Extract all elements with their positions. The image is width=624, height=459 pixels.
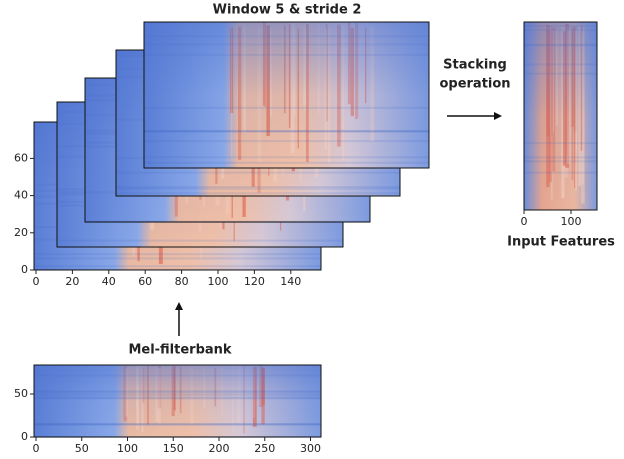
spectrograms (34, 22, 597, 438)
spectrogram-shade (524, 22, 597, 210)
y-tick-label: 40 (14, 189, 28, 202)
stacking-label: Stacking (443, 58, 507, 73)
y-tick-label: 0 (21, 430, 28, 443)
x-tick-label: 100 (117, 442, 138, 455)
y-tick-label: 50 (14, 387, 28, 400)
x-tick-label: 250 (254, 442, 275, 455)
spectrogram (34, 365, 321, 438)
spectrogram-shade (144, 22, 429, 168)
x-tick-label: 100 (208, 275, 229, 288)
spectrogram (144, 22, 429, 168)
stacking-label: operation (439, 77, 510, 92)
x-tick-label: 200 (209, 442, 230, 455)
x-tick-label: 150 (163, 442, 184, 455)
arrow-head (494, 112, 502, 120)
x-tick-label: 0 (521, 215, 528, 228)
x-tick-label: 300 (300, 442, 321, 455)
x-tick-label: 60 (138, 275, 152, 288)
input-features-label: Input Features (507, 235, 615, 250)
x-tick-label: 40 (102, 275, 116, 288)
y-tick-label: 60 (14, 151, 28, 164)
stack-title: Window 5 & stride 2 (213, 3, 362, 18)
figure: Window 5 & stride 2 Stacking operation I… (0, 0, 624, 459)
x-tick-label: 80 (175, 275, 189, 288)
x-tick-label: 0 (33, 442, 40, 455)
x-tick-label: 120 (244, 275, 265, 288)
y-tick-label: 20 (14, 226, 28, 239)
spectrogram (524, 22, 597, 210)
mel-filterbank-label: Mel-filterbank (128, 343, 231, 358)
x-tick-label: 140 (280, 275, 301, 288)
x-tick-label: 0 (33, 275, 40, 288)
spectrogram-shade (34, 365, 321, 437)
x-tick-label: 20 (65, 275, 79, 288)
arrow-head (175, 302, 183, 310)
y-tick-label: 0 (21, 263, 28, 276)
x-tick-label: 50 (75, 442, 89, 455)
x-tick-label: 100 (561, 215, 582, 228)
